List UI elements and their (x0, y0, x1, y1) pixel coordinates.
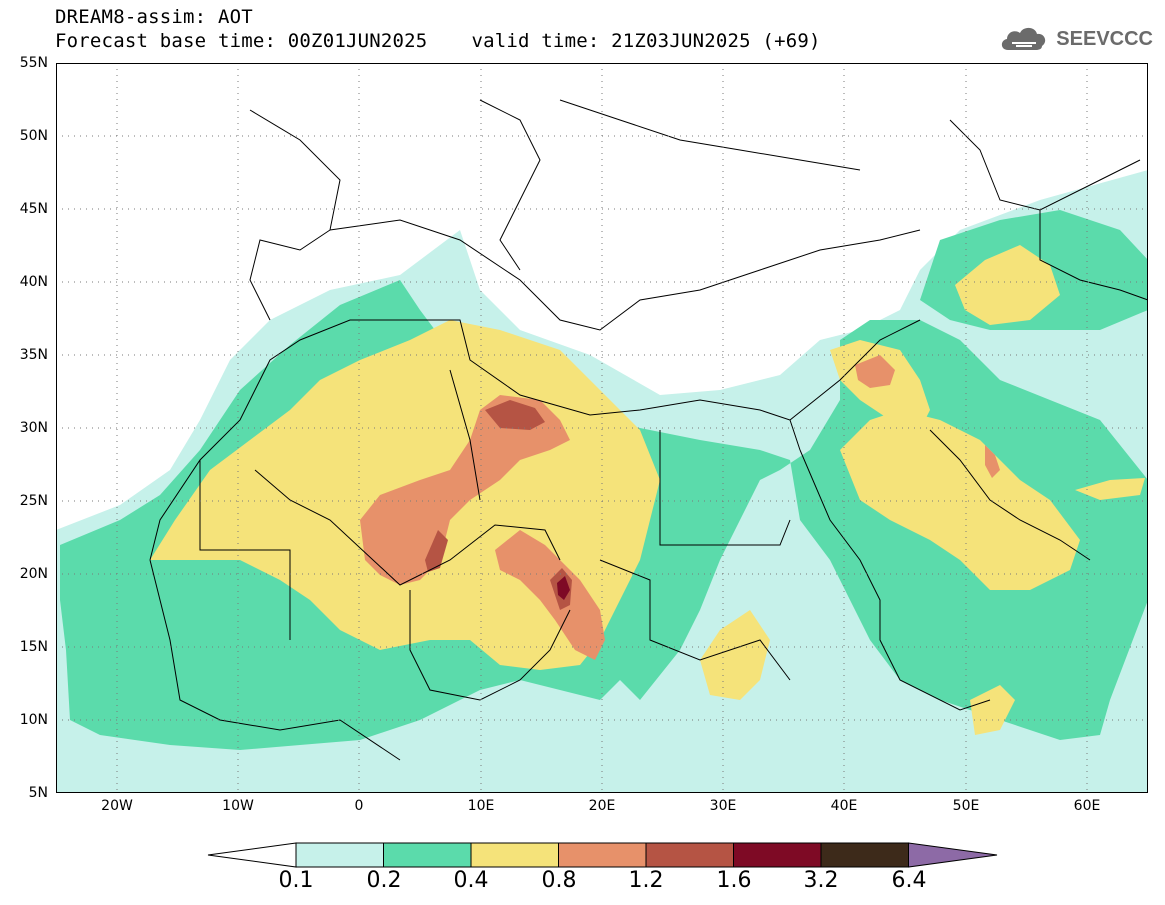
colorbar-label-6.4: 6.4 (891, 868, 927, 893)
valid-time: valid time: 21Z03JUN2025 (+69) (471, 30, 821, 52)
country-borders (149, 99, 1148, 761)
aot-contour-1.6 (557, 576, 570, 600)
lat-label-55n: 55N (19, 55, 48, 71)
seevccc-logo: SEEVCCC (998, 24, 1153, 54)
lat-label-20n: 20N (19, 566, 48, 582)
cloud-icon (1002, 27, 1046, 50)
lon-label-10w: 10W (222, 798, 254, 814)
map-gridlines (56, 63, 1148, 793)
colorbar-segment-1.2 (645, 842, 734, 868)
lon-label-30e: 30E (709, 798, 737, 814)
lat-label-40n: 40N (19, 274, 48, 290)
map-title: DREAM8-assim: AOT (55, 6, 253, 28)
colorbar-label-0.2: 0.2 (366, 868, 402, 893)
lat-label-15n: 15N (19, 639, 48, 655)
aot-map (56, 63, 1148, 793)
lat-label-30n: 30N (19, 420, 48, 436)
lon-label-0: 0 (354, 798, 364, 814)
lon-label-50e: 50E (952, 798, 980, 814)
colorbar-segment-3.2 (820, 842, 909, 868)
colorbar-label-1.2: 1.2 (628, 868, 664, 893)
logo-text: SEEVCCC (1056, 27, 1153, 50)
lon-label-20w: 20W (101, 798, 133, 814)
lon-label-60e: 60E (1073, 798, 1101, 814)
colorbar-segment-0.1 (295, 842, 384, 868)
lat-label-50n: 50N (19, 128, 48, 144)
colorbar-label-1.6: 1.6 (716, 868, 752, 893)
colorbar-label-0.1: 0.1 (278, 868, 314, 893)
base-time: Forecast base time: 00Z01JUN2025 (55, 30, 428, 52)
colorbar-under-triangle (207, 842, 297, 868)
colorbar-label-3.2: 3.2 (803, 868, 839, 893)
colorbar-over-triangle (908, 842, 998, 868)
lat-label-35n: 35N (19, 347, 48, 363)
lat-label-45n: 45N (19, 201, 48, 217)
colorbar-segment-0.2 (383, 842, 472, 868)
lon-label-20e: 20E (588, 798, 616, 814)
lon-label-10e: 10E (467, 798, 495, 814)
lat-label-25n: 25N (19, 493, 48, 509)
colorbar-label-0.8: 0.8 (541, 868, 577, 893)
aot-contour-0.8 (360, 355, 1000, 660)
lat-label-5n: 5N (28, 785, 48, 801)
colorbar-segment-0.8 (558, 842, 647, 868)
lon-label-40e: 40E (830, 798, 858, 814)
colorbar-label-0.4: 0.4 (453, 868, 489, 893)
forecast-times: Forecast base time: 00Z01JUN2025 valid ti… (55, 30, 821, 52)
lat-label-10n: 10N (19, 712, 48, 728)
colorbar-segment-1.6 (733, 842, 822, 868)
colorbar-segment-0.4 (470, 842, 559, 868)
